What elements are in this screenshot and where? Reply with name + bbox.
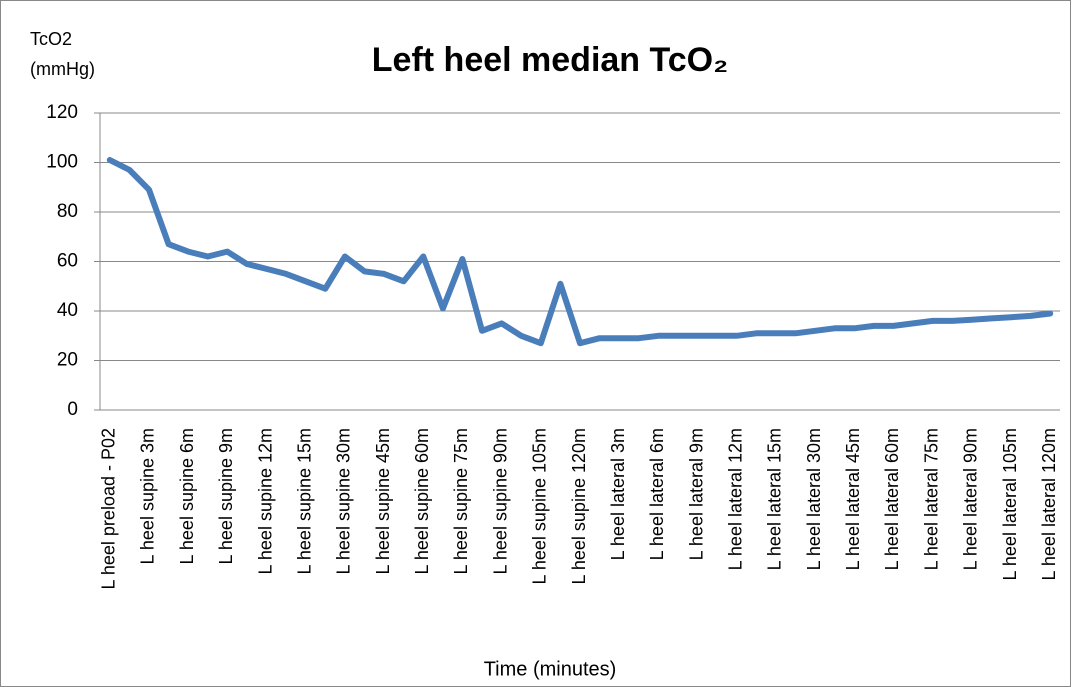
y-tick-label: 120 — [46, 102, 78, 123]
y-axis-label: TcO2 — [30, 29, 72, 49]
chart-title: Left heel median TcO₂ — [372, 41, 728, 79]
x-tick-label: L heel supine 12m — [255, 428, 275, 574]
x-tick-label: L heel lateral 3m — [608, 428, 628, 560]
x-tick-label: L heel supine 90m — [490, 428, 510, 574]
x-tick-label: L heel lateral 60m — [882, 428, 902, 570]
x-tick-label: L heel lateral 30m — [804, 428, 824, 570]
y-tick-label: 80 — [57, 201, 78, 222]
x-tick-label: L heel lateral 120m — [1039, 428, 1059, 580]
y-tick-label: 100 — [46, 152, 78, 173]
y-tick-label: 40 — [57, 300, 78, 321]
x-tick-label: L heel lateral 9m — [686, 428, 706, 560]
data-line — [106, 157, 1054, 347]
x-tick-label: L heel supine 105m — [530, 428, 550, 584]
x-tick-label: L heel lateral 15m — [765, 428, 785, 570]
x-tick-label: L heel supine 9m — [216, 428, 236, 564]
x-tick-label: L heel supine 75m — [451, 428, 471, 574]
x-tick-label: L heel supine 3m — [138, 428, 158, 564]
x-tick-label: L heel lateral 75m — [921, 428, 941, 570]
x-tick-label: L heel lateral 105m — [1000, 428, 1020, 580]
x-axis-label: Time (minutes) — [484, 658, 617, 680]
x-tick-label: L heel supine 45m — [373, 428, 393, 574]
x-tick-label: L heel supine 120m — [569, 428, 589, 584]
x-tick-label: L heel lateral 6m — [647, 428, 667, 560]
y-tick-label: 20 — [57, 350, 78, 371]
x-tick-label: L heel supine 6m — [177, 428, 197, 564]
x-tick-label: L heel lateral 45m — [843, 428, 863, 570]
x-tick-label: L heel lateral 12m — [725, 428, 745, 570]
x-tick-label: L heel supine 60m — [412, 428, 432, 574]
y-tick-label: 0 — [67, 399, 78, 420]
x-tick-label: L heel preload - P02 — [99, 428, 119, 589]
x-tick-label: L heel lateral 90m — [961, 428, 981, 570]
x-tick-label: L heel supine 30m — [334, 428, 354, 574]
x-tick-label: L heel supine 15m — [294, 428, 314, 574]
y-axis-label: (mmHg) — [30, 59, 95, 79]
y-tick-label: 60 — [57, 251, 78, 272]
